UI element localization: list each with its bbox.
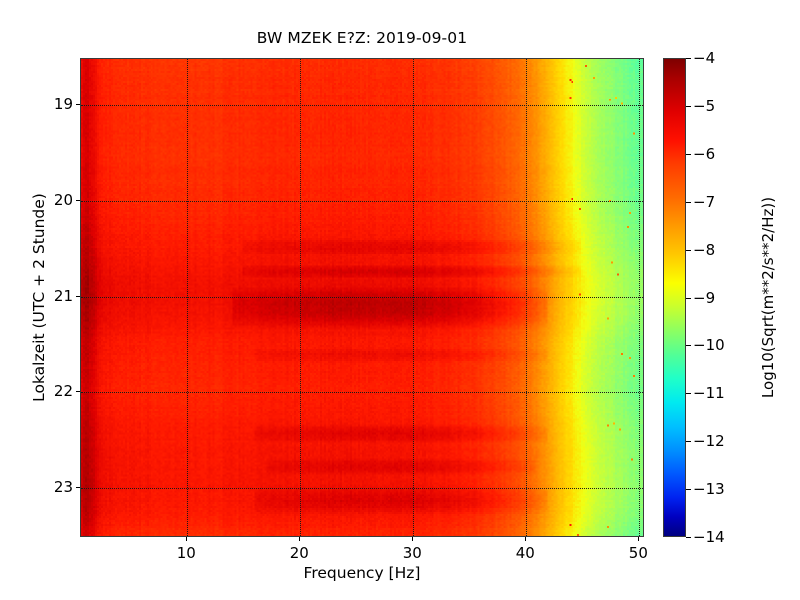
y-tick-mark	[76, 295, 80, 297]
spectrogram-image	[81, 59, 643, 536]
colorbar-tick-mark	[686, 201, 691, 203]
colorbar-tick-label: −9	[693, 288, 716, 307]
colorbar-tick-label: −12	[693, 432, 725, 451]
colorbar-label: Log10(Sqrt(m**2/s**2/Hz))	[759, 196, 777, 399]
y-tick-mark	[76, 487, 80, 489]
y-tick-mark	[76, 391, 80, 393]
colorbar	[663, 58, 686, 537]
y-tick-label: 23	[53, 478, 73, 497]
x-tick-mark	[525, 537, 527, 541]
spectrogram-plot-area	[80, 58, 644, 537]
colorbar-tick-label: −11	[693, 384, 725, 403]
x-tick-label: 40	[515, 544, 535, 562]
x-axis-label: Frequency [Hz]	[303, 564, 421, 582]
colorbar-tick-label: −4	[693, 49, 716, 67]
page-title: BW MZEK E?Z: 2019-09-01	[256, 29, 468, 47]
colorbar-tick-label: −14	[693, 528, 725, 546]
colorbar-tick-mark	[686, 441, 691, 443]
x-tick-mark	[412, 537, 414, 541]
y-tick-label: 20	[53, 190, 73, 209]
colorbar-tick-label: −5	[693, 96, 716, 115]
x-tick-label: 50	[628, 544, 648, 562]
y-tick-mark	[76, 103, 80, 105]
y-tick-label: 21	[53, 286, 73, 305]
colorbar-tick-mark	[686, 153, 691, 155]
x-tick-mark	[299, 537, 301, 541]
colorbar-tick-label: −8	[693, 240, 716, 259]
colorbar-tick-label: −6	[693, 144, 716, 163]
x-tick-mark	[638, 537, 640, 541]
x-tick-label: 20	[289, 544, 309, 562]
y-tick-mark	[76, 199, 80, 201]
colorbar-tick-mark	[686, 249, 691, 251]
colorbar-tick-label: −10	[693, 336, 725, 355]
colorbar-tick-mark	[686, 489, 691, 491]
colorbar-tick-label: −13	[693, 480, 725, 499]
x-tick-label: 10	[176, 544, 196, 562]
y-tick-label: 22	[53, 382, 73, 401]
y-axis-label: Lokalzeit (UTC + 2 Stunde)	[30, 193, 48, 402]
colorbar-tick-mark	[686, 105, 691, 107]
colorbar-tick-mark	[686, 537, 691, 538]
colorbar-tick-label: −7	[693, 192, 716, 211]
y-tick-label: 19	[53, 94, 73, 113]
x-tick-mark	[186, 537, 188, 541]
colorbar-tick-mark	[686, 58, 691, 59]
colorbar-tick-mark	[686, 297, 691, 299]
colorbar-tick-mark	[686, 393, 691, 395]
x-tick-label: 30	[402, 544, 422, 562]
colorbar-tick-mark	[686, 345, 691, 347]
